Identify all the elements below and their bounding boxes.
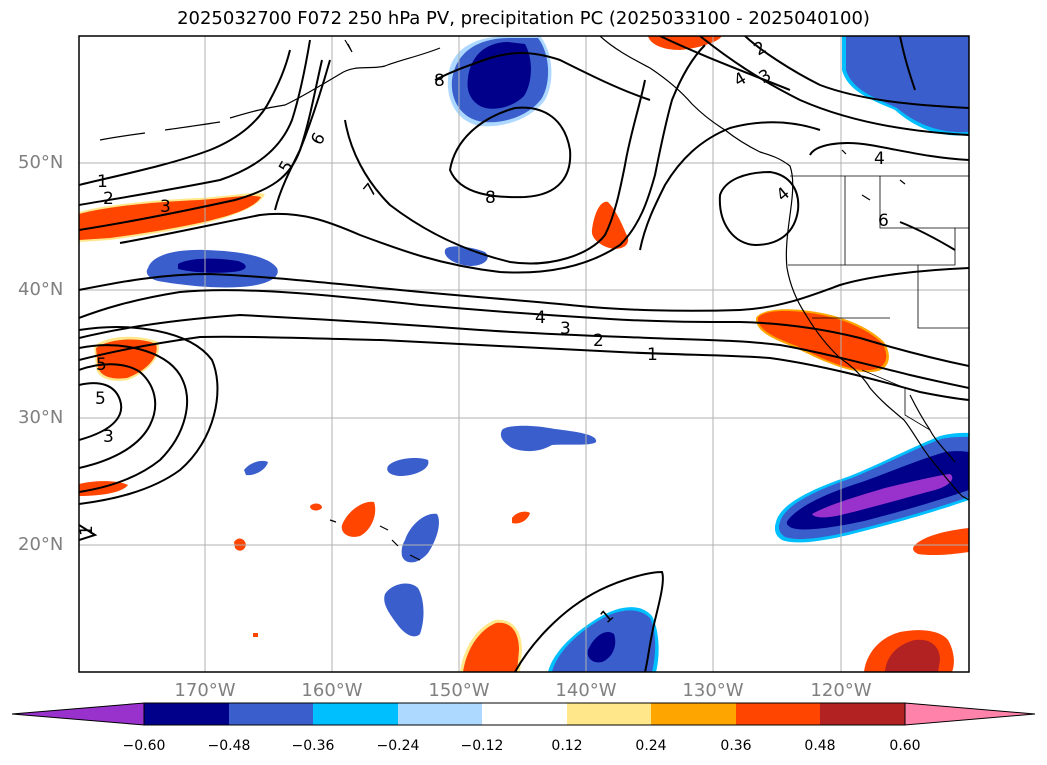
contour-label: 8 xyxy=(434,71,445,91)
contour-label: 4 xyxy=(731,68,750,91)
negative-blob-se xyxy=(774,432,969,543)
colorbar-segment xyxy=(313,703,398,725)
contour-label: 6 xyxy=(307,129,330,148)
negative-blob-158w xyxy=(387,458,429,476)
colorbar-segment xyxy=(651,703,736,725)
lat-label: 30°N xyxy=(18,407,64,428)
colorbar-segment xyxy=(398,703,482,725)
negative-blob-155w xyxy=(384,583,424,637)
contour-label: 5 xyxy=(95,389,106,409)
contour-label: 8 xyxy=(485,188,496,208)
positive-blob-166w-dot xyxy=(253,633,258,637)
negative-blob-165w-core xyxy=(178,258,246,273)
positive-blob-w xyxy=(79,481,128,496)
colorbar-extend-high xyxy=(904,702,1036,726)
colorbar-segment xyxy=(736,703,820,725)
coastlines xyxy=(99,36,969,561)
negative-blob-northpacific xyxy=(447,36,552,127)
colorbar-tick: 0.24 xyxy=(635,738,667,754)
lat-label: 40°N xyxy=(18,279,64,300)
contour-label: 2 xyxy=(593,331,604,351)
contour-label: 4 xyxy=(874,149,885,169)
lon-label: 140°W xyxy=(555,680,617,701)
contour-label: 6 xyxy=(878,211,889,231)
lon-label: 130°W xyxy=(682,680,744,701)
colorbar-extend-low xyxy=(11,702,145,726)
colorbar-tick: −0.12 xyxy=(460,738,504,754)
graticule xyxy=(79,36,969,672)
contour-label: 3 xyxy=(560,319,571,339)
contour-label: 1 xyxy=(647,345,658,365)
colorbar-tick: −0.48 xyxy=(207,738,251,754)
lat-label: 50°N xyxy=(18,152,64,173)
positive-blob-se xyxy=(864,630,954,672)
colorbar-segment xyxy=(229,703,313,725)
colorbar-segment xyxy=(567,703,651,725)
colorbar xyxy=(11,702,1036,726)
negative-blob-167w xyxy=(244,460,268,476)
positive-blob-south xyxy=(460,619,522,672)
contour-label: 3 xyxy=(160,197,171,217)
borders xyxy=(788,175,969,431)
contour-label: 3 xyxy=(103,427,114,447)
negative-blob-153w xyxy=(401,513,439,563)
colorbar-tick: −0.60 xyxy=(122,738,166,754)
negative-blob-ne xyxy=(842,36,969,136)
negative-blob-south xyxy=(548,607,659,672)
colorbar-segment xyxy=(144,703,229,725)
positive-blob-nw xyxy=(79,193,265,242)
contour-label: 1 xyxy=(77,525,97,536)
contour-label: 2 xyxy=(751,37,770,60)
pv-contours xyxy=(79,36,969,672)
colorbar-tick: 0.12 xyxy=(551,738,583,754)
colorbar-tick: 0.36 xyxy=(720,738,752,754)
lon-label: 150°W xyxy=(428,680,490,701)
map-frame xyxy=(78,35,970,673)
contour-label: 4 xyxy=(773,184,794,206)
map-title: 2025032700 F072 250 hPa PV, precipitatio… xyxy=(177,8,870,29)
contour-label: 1 xyxy=(97,172,108,192)
contour-label: 4 xyxy=(535,308,546,328)
lon-label: 120°W xyxy=(810,680,872,701)
colorbar-tick: −0.24 xyxy=(376,738,420,754)
colorbar-tick: 0.60 xyxy=(889,738,921,754)
lat-label: 20°N xyxy=(18,534,64,555)
contour-label: 2 xyxy=(103,189,114,209)
colorbar-segment xyxy=(482,703,567,725)
colorbar-tick: 0.48 xyxy=(804,738,836,754)
lon-label: 170°W xyxy=(174,680,236,701)
positive-blob-161w xyxy=(310,503,322,511)
contour-label: 5 xyxy=(96,355,107,375)
positive-blob-160w xyxy=(341,501,376,537)
lon-label: 160°W xyxy=(301,680,363,701)
colorbar-outline xyxy=(143,702,906,726)
colorbar-tick: −0.36 xyxy=(291,738,335,754)
negative-blob-140w xyxy=(500,425,597,452)
colorbar-segment xyxy=(820,703,905,725)
positive-blob-144w xyxy=(512,511,530,524)
positive-blob-e xyxy=(913,528,969,556)
